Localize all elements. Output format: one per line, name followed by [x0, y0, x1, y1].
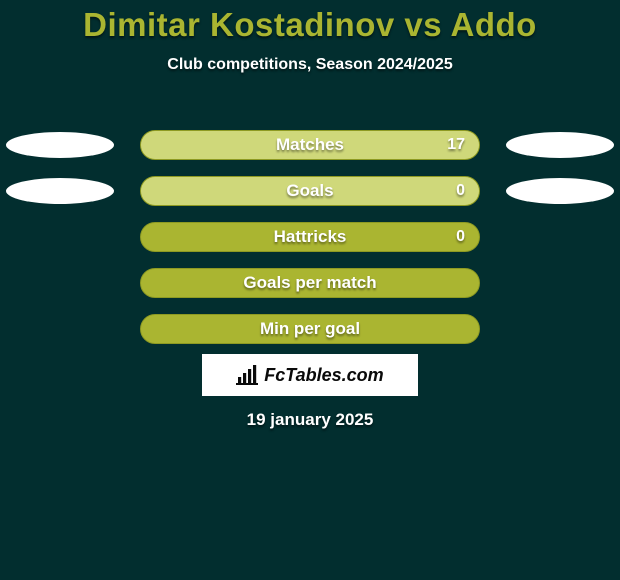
- barchart-icon: [236, 365, 258, 385]
- comparison-canvas: Dimitar Kostadinov vs Addo Club competit…: [0, 0, 620, 580]
- page-title: Dimitar Kostadinov vs Addo: [0, 0, 620, 44]
- stat-bar: Goals per match: [140, 268, 480, 298]
- stat-bar: Hattricks 0: [140, 222, 480, 252]
- player-left-marker: [6, 132, 114, 158]
- stat-label: Matches: [276, 135, 344, 155]
- stat-value: 0: [456, 182, 465, 200]
- stat-bar: Min per goal: [140, 314, 480, 344]
- stat-row: Goals per match: [0, 260, 620, 306]
- stat-row: Hattricks 0: [0, 214, 620, 260]
- date-text: 19 january 2025: [0, 410, 620, 430]
- stat-value: 17: [447, 136, 465, 154]
- stat-bar: Goals 0: [140, 176, 480, 206]
- stat-bar: Matches 17: [140, 130, 480, 160]
- brand-text-tld: .com: [342, 365, 384, 385]
- brand-text-main: FcTables: [264, 365, 341, 385]
- stat-label: Goals: [286, 181, 333, 201]
- page-subtitle: Club competitions, Season 2024/2025: [0, 56, 620, 74]
- player-left-marker: [6, 178, 114, 204]
- brand-text: FcTables.com: [264, 365, 383, 386]
- stat-label: Min per goal: [260, 319, 360, 339]
- stat-row: Goals 0: [0, 168, 620, 214]
- stat-value: 0: [456, 228, 465, 246]
- stat-row: Min per goal: [0, 306, 620, 352]
- stat-label: Hattricks: [274, 227, 347, 247]
- stat-row: Matches 17: [0, 122, 620, 168]
- stat-label: Goals per match: [243, 273, 376, 293]
- player-right-marker: [506, 178, 614, 204]
- player-right-marker: [506, 132, 614, 158]
- brand-box: FcTables.com: [202, 354, 418, 396]
- stat-rows: Matches 17 Goals 0 Hattricks 0 Goals per match…: [0, 122, 620, 352]
